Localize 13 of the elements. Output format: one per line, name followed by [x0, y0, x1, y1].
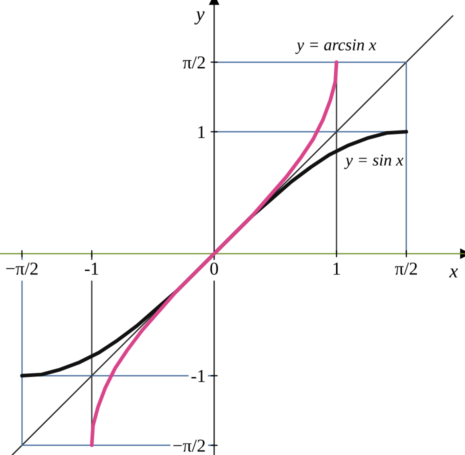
x-tick-label: −π/2 [6, 262, 38, 275]
y-axis-title: y [194, 11, 205, 24]
series-label: y = sin x [344, 154, 404, 170]
x-axis-title: x [449, 268, 458, 278]
series-label: y = arcsin x [295, 39, 376, 54]
y-tick-label: -1 [191, 370, 205, 382]
y-tick-label: −π/2 [173, 440, 205, 452]
x-tick-label: 1 [334, 262, 340, 275]
x-tick-label: 0 [210, 262, 218, 275]
y-tick-label: 1 [198, 126, 205, 138]
y-tick-label: π/2 [182, 56, 205, 69]
x-tick-label: π/2 [395, 262, 417, 275]
x-tick-label: -1 [84, 262, 98, 275]
